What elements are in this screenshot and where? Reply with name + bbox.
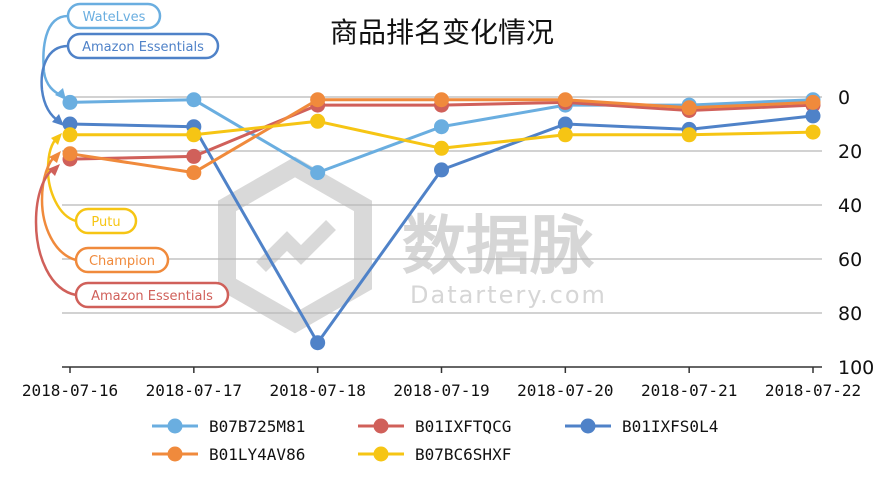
- series-b07bc6shxf: [62, 113, 821, 156]
- y-tick-label: 20: [838, 141, 862, 163]
- annotation-arrow: [40, 154, 77, 262]
- legend-label: B01IXFS0L4: [622, 417, 718, 436]
- x-tick-label: 2018-07-22: [765, 381, 861, 400]
- x-tick-label: 2018-07-19: [393, 381, 489, 400]
- annotation-arrow: [34, 167, 77, 297]
- watermark-text: 数据脉: [402, 210, 595, 284]
- annotation-label: Amazon Essentials: [91, 289, 213, 304]
- watermark-subtext: Datartery.com: [410, 281, 607, 309]
- data-point: [310, 165, 326, 181]
- data-point: [434, 162, 449, 178]
- data-point: [62, 146, 78, 162]
- data-point: [62, 127, 78, 143]
- series-b01ly4av86: [62, 92, 821, 181]
- y-tick-label: 60: [838, 249, 862, 271]
- data-point: [681, 127, 697, 143]
- data-point: [62, 94, 78, 110]
- legend-swatch-marker: [167, 418, 183, 434]
- annotation-label: Amazon Essentials: [82, 40, 204, 55]
- annotation-label: Putu: [91, 215, 120, 230]
- data-point: [805, 94, 821, 110]
- y-tick-label: 40: [838, 195, 862, 217]
- data-point: [681, 100, 697, 116]
- data-point: [557, 127, 573, 143]
- legend-item: B07B725M81: [152, 417, 305, 436]
- chart-title: 商品排名变化情况: [330, 16, 554, 49]
- data-point: [186, 92, 202, 108]
- series-group: [62, 92, 821, 351]
- y-axis-ticks: 0 20 40 60 80 100: [838, 87, 874, 379]
- annotation-arrowhead: [51, 133, 62, 145]
- annotation-arrowhead: [49, 151, 61, 163]
- x-tick-label: 2018-07-21: [641, 381, 737, 400]
- annotation-arrow: [40, 44, 69, 124]
- data-point: [186, 165, 202, 181]
- watermark: 数据脉 Datartery.com: [218, 156, 607, 334]
- legend-swatch-marker: [580, 418, 596, 434]
- annotation-arrow: [42, 14, 69, 98]
- legend: B07B725M81 B01IXFTQCG B01IXFS0L4 B01LY4AV86…: [152, 417, 718, 464]
- annotation-arrowhead: [55, 88, 66, 100]
- x-tick-label: 2018-07-18: [270, 381, 366, 400]
- x-tick-label: 2018-07-16: [22, 381, 118, 400]
- data-point: [434, 119, 449, 135]
- data-point: [805, 108, 821, 124]
- legend-item: B01IXFS0L4: [565, 417, 718, 436]
- x-tick-label: 2018-07-20: [517, 381, 613, 400]
- data-point: [805, 124, 821, 140]
- data-point: [310, 92, 326, 108]
- watermark-logo-icon: [218, 156, 372, 334]
- data-point: [62, 116, 78, 132]
- legend-swatch-marker: [373, 446, 389, 462]
- data-point: [310, 113, 326, 129]
- x-tick-label: 2018-07-17: [146, 381, 242, 400]
- data-point: [434, 140, 449, 156]
- annotation-arrow: [46, 136, 77, 223]
- data-point: [434, 92, 449, 108]
- annotation-arrowhead: [52, 114, 64, 126]
- legend-swatch-marker: [167, 446, 183, 462]
- y-tick-label: 0: [838, 87, 850, 109]
- legend-label: B07BC6SHXF: [415, 445, 511, 464]
- legend-label: B01LY4AV86: [209, 445, 305, 464]
- y-tick-label: 80: [838, 303, 862, 325]
- x-axis: 2018-07-16 2018-07-17 2018-07-18 2018-07-19…: [22, 366, 861, 400]
- y-tick-label: 100: [838, 357, 874, 379]
- legend-item: B01LY4AV86: [152, 445, 305, 464]
- data-point: [557, 116, 573, 132]
- legend-item: B01IXFTQCG: [358, 417, 511, 436]
- annotation-label: Champion: [89, 254, 155, 269]
- data-point: [310, 335, 326, 351]
- data-point: [186, 127, 202, 143]
- annotation-arrowhead: [48, 164, 60, 176]
- data-point: [557, 92, 573, 108]
- annotations: WateLves Amazon Essentials Putu Champion…: [34, 2, 230, 309]
- legend-swatch-marker: [373, 418, 389, 434]
- annotation-label: WateLves: [83, 10, 146, 25]
- legend-label: B07B725M81: [209, 417, 305, 436]
- legend-item: B07BC6SHXF: [358, 445, 511, 464]
- legend-label: B01IXFTQCG: [415, 417, 511, 436]
- data-point: [186, 148, 202, 164]
